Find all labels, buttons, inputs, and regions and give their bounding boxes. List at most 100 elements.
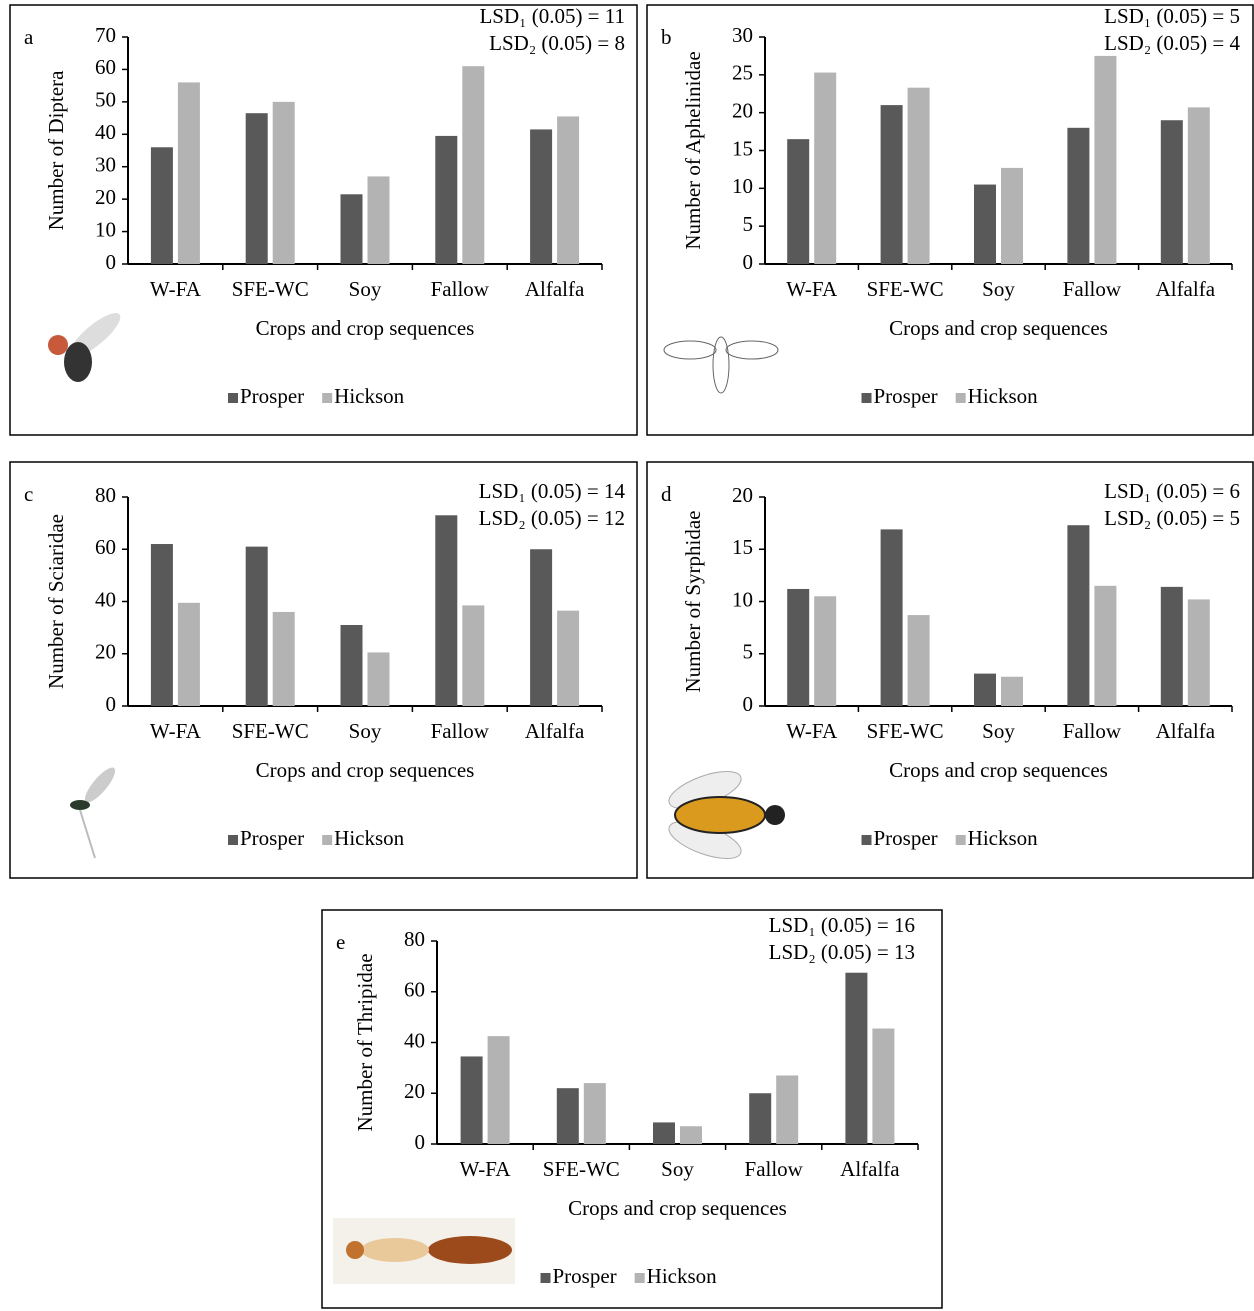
legend-label: Prosper	[240, 384, 304, 408]
x-tick-label: Soy	[982, 719, 1015, 743]
legend-swatch	[228, 393, 238, 403]
y-axis-label: Number of Thripidae	[353, 953, 377, 1131]
legend-swatch	[322, 393, 332, 403]
x-tick-label: W-FA	[460, 1157, 512, 1181]
x-tick-label: Soy	[349, 719, 382, 743]
annotation: LSD₁ (0.05) = 11	[479, 4, 625, 28]
bar	[872, 1029, 894, 1144]
legend-label: Prosper	[874, 384, 938, 408]
legend-label: Hickson	[968, 384, 1038, 408]
bar	[273, 612, 295, 706]
panel-label: a	[24, 25, 34, 49]
bar	[814, 596, 836, 706]
panel-label: e	[336, 930, 345, 954]
bar	[845, 973, 867, 1144]
y-tick-label: 10	[732, 587, 753, 611]
bar	[488, 1036, 510, 1144]
annotation: LSD₂ (0.05) = 8	[489, 31, 625, 55]
y-tick-label: 50	[95, 88, 116, 112]
bar	[461, 1056, 483, 1144]
x-tick-label: Fallow	[431, 719, 490, 743]
bar	[653, 1122, 675, 1144]
legend-swatch	[862, 393, 872, 403]
annotation: LSD₂ (0.05) = 5	[1104, 506, 1240, 530]
x-tick-label: SFE-WC	[232, 277, 309, 301]
bar	[178, 603, 200, 706]
insect-icon	[333, 1218, 515, 1284]
bar	[814, 73, 836, 264]
bar	[435, 136, 457, 264]
y-tick-label: 15	[732, 535, 753, 559]
bar	[680, 1126, 702, 1144]
bar	[341, 625, 363, 706]
y-tick-label: 70	[95, 23, 116, 47]
x-axis-label: Crops and crop sequences	[889, 316, 1108, 340]
x-tick-label: Alfalfa	[840, 1157, 900, 1181]
y-axis-label: Number of Diptera	[44, 70, 68, 230]
bar	[776, 1075, 798, 1144]
y-tick-label: 5	[743, 640, 754, 664]
bar	[974, 185, 996, 264]
bar	[435, 515, 457, 706]
legend-swatch	[228, 835, 238, 845]
bar	[557, 1088, 579, 1144]
legend-swatch	[862, 835, 872, 845]
y-tick-label: 10	[95, 217, 116, 241]
annotation: LSD₁ (0.05) = 14	[479, 479, 626, 503]
legend-label: Hickson	[334, 826, 404, 850]
insect-icon	[665, 764, 785, 866]
x-tick-label: W-FA	[786, 277, 838, 301]
insect-icon	[70, 764, 120, 858]
bar	[246, 113, 268, 264]
bar	[787, 139, 809, 264]
x-tick-label: Fallow	[1063, 719, 1122, 743]
x-tick-label: Fallow	[431, 277, 490, 301]
bar	[1161, 120, 1183, 264]
y-tick-label: 40	[404, 1028, 425, 1052]
annotation: LSD₁ (0.05) = 16	[769, 913, 915, 937]
insect-icon	[48, 307, 126, 382]
insect-icon	[664, 337, 778, 393]
x-axis-label: Crops and crop sequences	[256, 316, 475, 340]
legend-swatch	[322, 835, 332, 845]
y-tick-label: 0	[106, 692, 117, 716]
y-tick-label: 20	[95, 185, 116, 209]
bar	[881, 105, 903, 264]
x-tick-label: Alfalfa	[525, 277, 585, 301]
y-tick-label: 30	[732, 23, 753, 47]
bar	[908, 88, 930, 264]
annotation: LSD₂ (0.05) = 12	[479, 506, 625, 530]
legend-swatch	[956, 393, 966, 403]
bar	[246, 547, 268, 706]
x-tick-label: Soy	[982, 277, 1015, 301]
bar	[1067, 525, 1089, 706]
bar	[584, 1083, 606, 1144]
x-tick-label: Fallow	[1063, 277, 1122, 301]
y-tick-label: 0	[743, 692, 754, 716]
y-tick-label: 20	[95, 640, 116, 664]
y-tick-label: 60	[404, 978, 425, 1002]
bar	[1161, 587, 1183, 706]
bar	[908, 615, 930, 706]
y-tick-label: 20	[404, 1079, 425, 1103]
y-tick-label: 80	[404, 927, 425, 951]
bar	[462, 66, 484, 264]
y-tick-label: 40	[95, 120, 116, 144]
bar	[1001, 168, 1023, 264]
legend-label: Hickson	[334, 384, 404, 408]
x-tick-label: Alfalfa	[1156, 277, 1216, 301]
bar	[273, 102, 295, 264]
figure: a LSD₁ (0.05) = 11 LSD₂ (0.05) = 8 0 10 20 30 4…	[0, 0, 1254, 1311]
x-tick-label: W-FA	[150, 719, 202, 743]
bar	[787, 589, 809, 706]
x-tick-label: W-FA	[150, 277, 202, 301]
bar	[1188, 107, 1210, 264]
legend-label: Prosper	[240, 826, 304, 850]
y-axis-label: Number of Syrphidae	[681, 511, 705, 693]
bar	[151, 147, 173, 264]
panel-label: b	[661, 25, 672, 49]
x-tick-label: Soy	[349, 277, 382, 301]
bar	[178, 82, 200, 264]
y-tick-label: 0	[743, 250, 754, 274]
page: a LSD₁ (0.05) = 11 LSD₂ (0.05) = 8 0 10 20 30 4…	[0, 0, 1254, 1311]
